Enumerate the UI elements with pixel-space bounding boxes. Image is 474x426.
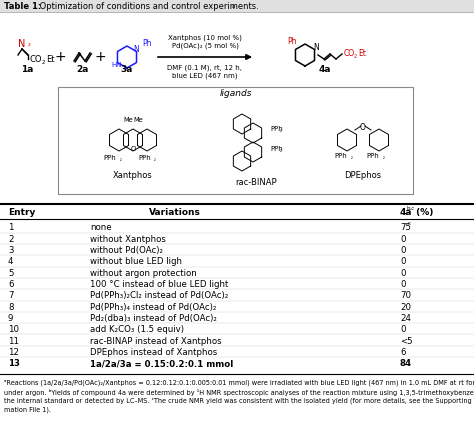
Text: N: N [18, 39, 26, 49]
Text: DPEphos: DPEphos [345, 171, 382, 180]
Text: O: O [360, 122, 366, 131]
Text: ligands: ligands [219, 89, 252, 98]
Text: ₂: ₂ [383, 155, 385, 160]
Text: without argon protection: without argon protection [90, 268, 197, 277]
Text: 0: 0 [400, 257, 405, 266]
Text: HN: HN [112, 62, 122, 68]
Text: 100 °C instead of blue LED light: 100 °C instead of blue LED light [90, 279, 228, 288]
Text: 2: 2 [354, 53, 357, 58]
Text: Table 1:: Table 1: [4, 2, 41, 11]
Text: 3a: 3a [121, 65, 133, 74]
Text: without Pd(OAc)₂: without Pd(OAc)₂ [90, 245, 163, 254]
Text: Me: Me [133, 117, 143, 123]
Text: the internal standard or detected by LC–MS. ᶜThe crude NMR yield was consistent : the internal standard or detected by LC–… [4, 397, 474, 403]
Text: 0: 0 [400, 245, 405, 254]
Text: PPh: PPh [366, 153, 379, 158]
Text: PPh: PPh [270, 126, 283, 132]
Text: ₂: ₂ [280, 128, 282, 133]
Text: mation File 1).: mation File 1). [4, 406, 51, 412]
Text: Pd(PPh₃)₄ instead of Pd(OAc)₂: Pd(PPh₃)₄ instead of Pd(OAc)₂ [90, 302, 216, 311]
Text: 6: 6 [8, 279, 13, 288]
Text: 13: 13 [8, 358, 20, 367]
Text: c: c [408, 221, 410, 225]
Text: a: a [232, 3, 236, 9]
Text: Xantphos: Xantphos [113, 171, 153, 180]
Text: Pd(OAc)₂ (5 mol %): Pd(OAc)₂ (5 mol %) [172, 43, 238, 49]
Text: 24: 24 [400, 313, 411, 322]
Text: PPh: PPh [138, 155, 151, 161]
Text: 6: 6 [400, 347, 405, 356]
Text: 70: 70 [400, 291, 411, 299]
Text: Pd(PPh₃)₂Cl₂ instead of Pd(OAc)₂: Pd(PPh₃)₂Cl₂ instead of Pd(OAc)₂ [90, 291, 228, 299]
Text: ₂: ₂ [120, 157, 122, 162]
Text: ₂: ₂ [280, 148, 282, 153]
Text: 0: 0 [400, 234, 405, 243]
Text: 9: 9 [8, 313, 13, 322]
Text: 2: 2 [8, 234, 13, 243]
Text: Et: Et [358, 49, 366, 58]
Text: 12: 12 [8, 347, 19, 356]
Text: 0: 0 [400, 268, 405, 277]
Text: under argon. ᵇYields of compound 4a were determined by ¹H NMR spectroscopic anal: under argon. ᵇYields of compound 4a were… [4, 388, 474, 395]
Text: rac-BINAP instead of Xantphos: rac-BINAP instead of Xantphos [90, 336, 222, 345]
Text: 3: 3 [8, 245, 13, 254]
Text: 11: 11 [8, 336, 19, 345]
Text: 84: 84 [400, 358, 412, 367]
Text: Xantphos (10 mol %): Xantphos (10 mol %) [168, 35, 242, 41]
Text: Ph: Ph [288, 37, 297, 46]
Text: Variations: Variations [149, 208, 201, 217]
Text: CO: CO [344, 49, 355, 58]
Text: PPh: PPh [270, 146, 283, 152]
Text: without Xantphos: without Xantphos [90, 234, 166, 243]
Text: 4a: 4a [319, 65, 331, 74]
Text: without blue LED ligh: without blue LED ligh [90, 257, 182, 266]
Text: 0: 0 [400, 325, 405, 334]
Text: ₂: ₂ [28, 41, 31, 47]
Text: Me: Me [123, 117, 133, 123]
Text: (%): (%) [413, 208, 433, 217]
Text: PPh: PPh [335, 153, 347, 158]
Text: blue LED (467 nm): blue LED (467 nm) [172, 72, 238, 79]
Text: CO: CO [30, 55, 43, 64]
Text: +: + [94, 50, 106, 64]
Text: b,c: b,c [407, 205, 415, 210]
Text: Optimization of conditions and control experiments.: Optimization of conditions and control e… [37, 2, 259, 11]
Text: ₂: ₂ [154, 157, 156, 162]
Text: Et: Et [46, 55, 55, 64]
Bar [58, 88, 413, 195]
Text: ᵃReactions (1a/2a/3a/Pd(OAc)₂/Xantphos = 0.12:0.12:0.1:0.005:0.01 mmol) were irr: ᵃReactions (1a/2a/3a/Pd(OAc)₂/Xantphos =… [4, 379, 474, 386]
Text: N: N [313, 43, 319, 52]
Text: 20: 20 [400, 302, 411, 311]
Text: 2a: 2a [76, 65, 88, 74]
Text: 7: 7 [8, 291, 13, 299]
Text: ₂: ₂ [351, 155, 353, 160]
Text: 4a: 4a [400, 208, 412, 217]
Text: 0: 0 [400, 279, 405, 288]
Text: 75: 75 [400, 223, 411, 232]
Text: 10: 10 [8, 325, 19, 334]
Text: add K₂CO₃ (1.5 equiv): add K₂CO₃ (1.5 equiv) [90, 325, 184, 334]
Text: 1a: 1a [21, 65, 33, 74]
Text: N: N [133, 44, 139, 53]
Text: DPEphos instead of Xantphos: DPEphos instead of Xantphos [90, 347, 217, 356]
Text: Ph: Ph [142, 40, 152, 49]
Text: rac-BINAP: rac-BINAP [235, 178, 277, 187]
Text: 4: 4 [8, 257, 13, 266]
Text: PPh: PPh [104, 155, 117, 161]
Text: O: O [130, 146, 136, 152]
Text: 5: 5 [8, 268, 13, 277]
Text: none: none [90, 223, 111, 232]
Text: 1a/2a/3a = 0.15:0.2:0.1 mmol: 1a/2a/3a = 0.15:0.2:0.1 mmol [90, 358, 233, 367]
Text: 1: 1 [8, 223, 13, 232]
Text: 8: 8 [8, 302, 13, 311]
Text: Entry: Entry [8, 208, 36, 217]
Text: +: + [54, 50, 66, 64]
Text: DMF (0.1 M), rt, 12 h,: DMF (0.1 M), rt, 12 h, [167, 65, 243, 71]
Text: Pd₂(dba)₃ instead of Pd(OAc)₂: Pd₂(dba)₃ instead of Pd(OAc)₂ [90, 313, 217, 322]
Text: <5: <5 [400, 336, 413, 345]
Text: 2: 2 [42, 59, 46, 64]
Bar [0, 0, 474, 13]
